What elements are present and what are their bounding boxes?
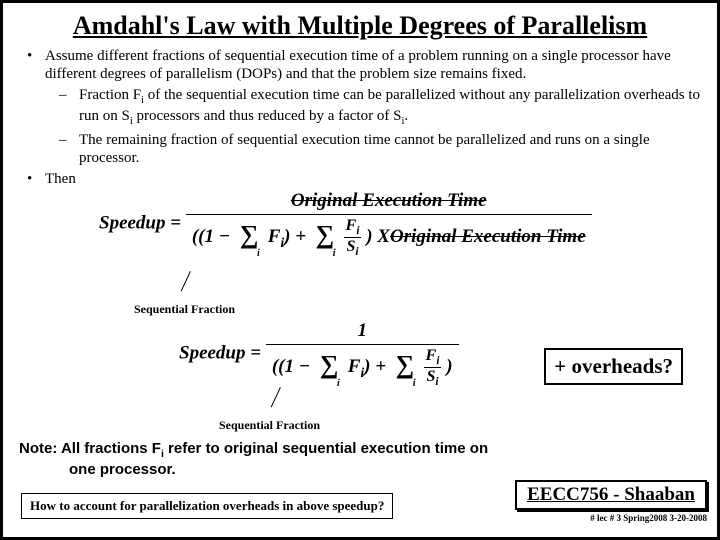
overheads-box: + overheads? (544, 348, 683, 385)
sub-bullet-1-text: Fraction Fi of the sequential execution … (79, 86, 701, 130)
sequential-fraction-label-2: Sequential Fraction (219, 418, 320, 433)
footer-course: EECC756 - Shaaban (515, 480, 707, 510)
formula-area: Speedup = Original Execution Time ((1 − … (19, 190, 701, 440)
note-text: Note: All fractions Fi refer to original… (19, 440, 701, 479)
bullet-2-text: Then (45, 170, 701, 188)
dash-marker: – (59, 86, 79, 130)
formula-1: Speedup = Original Execution Time ((1 − … (99, 190, 592, 258)
slide-title: Amdahl's Law with Multiple Degrees of Pa… (19, 11, 701, 41)
sub-bullet-1: – Fraction Fi of the sequential executio… (59, 86, 701, 130)
bullet-1-text: Assume different fractions of sequential… (45, 47, 701, 84)
sub-bullet-2: – The remaining fraction of sequential e… (59, 131, 701, 168)
annotation-line-2 (271, 387, 306, 419)
annotation-line-1 (181, 271, 216, 303)
dash-marker: – (59, 131, 79, 168)
bullet-list: • Assume different fractions of sequenti… (19, 47, 701, 188)
question-box: How to account for parallelization overh… (21, 493, 393, 519)
slide-frame: Amdahl's Law with Multiple Degrees of Pa… (0, 0, 720, 540)
footer: EECC756 - Shaaban # lec # 3 Spring2008 3… (515, 480, 707, 523)
formula-2: Speedup = 1 ((1 − ∑i Fi) + ∑i FiSi ) (179, 320, 459, 388)
bullet-2: • Then (27, 170, 701, 188)
sub-bullet-2-text: The remaining fraction of sequential exe… (79, 131, 701, 168)
bullet-1: • Assume different fractions of sequenti… (27, 47, 701, 84)
sequential-fraction-label-1: Sequential Fraction (134, 302, 235, 317)
bullet-marker: • (27, 47, 45, 84)
footer-meta: # lec # 3 Spring2008 3-20-2008 (515, 513, 707, 523)
bullet-marker: • (27, 170, 45, 188)
